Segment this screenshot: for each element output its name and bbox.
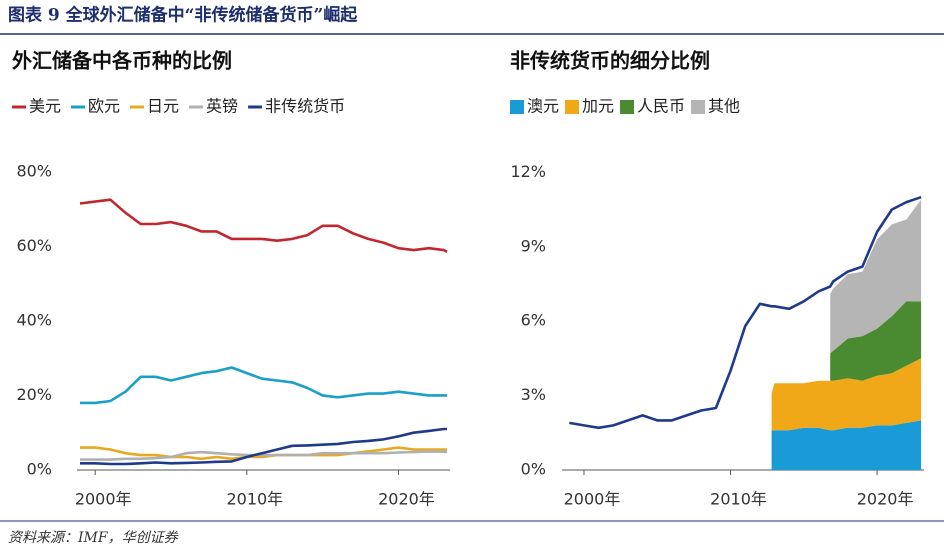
stacked-area: [771, 358, 922, 431]
legend-label: 欧元: [88, 97, 120, 116]
legend-label: 加元: [582, 97, 614, 116]
series-line: [80, 450, 448, 461]
x-tick-label: 2010年: [710, 490, 767, 509]
x-tick-label: 2000年: [564, 490, 621, 509]
y-tick-label: 0%: [521, 460, 546, 479]
legend-label: 英镑: [206, 97, 238, 116]
legend-swatch: [620, 100, 635, 114]
figure-title: 图表 9 全球外汇储备中“非传统储备货币”崛起: [8, 5, 358, 26]
y-tick-label: 6%: [521, 311, 546, 330]
stacked-area: [830, 301, 922, 381]
y-tick-label: 60%: [16, 236, 52, 255]
legend-label: 日元: [147, 97, 179, 116]
chart-title: 外汇储备中各币种的比例: [12, 49, 232, 73]
series-line: [569, 195, 922, 430]
y-tick-label: 9%: [521, 236, 546, 255]
y-tick-label: 0%: [27, 460, 52, 479]
legend-swatch: [565, 100, 580, 114]
series-line: [79, 198, 448, 254]
x-tick-label: 2020年: [378, 490, 435, 509]
legend-label: 澳元: [527, 97, 559, 116]
legend-label: 人民币: [637, 97, 685, 116]
stacked-area: [830, 199, 922, 354]
legend-label: 美元: [29, 97, 61, 116]
legend-label: 非传统货币: [265, 97, 345, 116]
legend-label: 其他: [708, 97, 740, 116]
stacked-area: [771, 420, 922, 470]
chart-title: 非传统货币的细分比例: [510, 49, 710, 73]
series-line: [80, 427, 447, 466]
y-tick-label: 20%: [16, 385, 52, 404]
y-tick-label: 40%: [16, 310, 52, 329]
y-tick-label: 12%: [510, 162, 546, 181]
x-tick-label: 2020年: [857, 490, 914, 509]
legend-swatch: [691, 100, 706, 114]
y-tick-label: 80%: [16, 161, 52, 180]
y-tick-label: 3%: [521, 385, 546, 404]
x-tick-label: 2000年: [75, 490, 132, 509]
source: 资料来源：IMF，华创证券: [8, 530, 179, 546]
legend-swatch: [510, 100, 524, 114]
x-tick-label: 2010年: [226, 490, 283, 509]
series-line: [80, 366, 447, 405]
